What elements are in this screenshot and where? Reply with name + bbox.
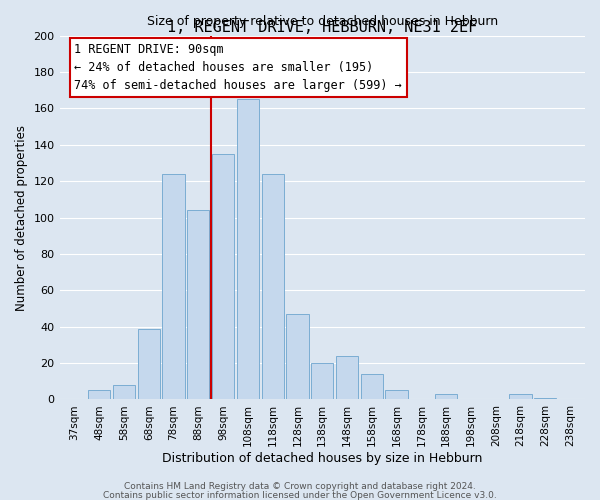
Bar: [212, 154, 234, 400]
Bar: [435, 394, 457, 400]
Bar: [509, 394, 532, 400]
Bar: [88, 390, 110, 400]
Bar: [534, 398, 556, 400]
Text: 1 REGENT DRIVE: 90sqm
← 24% of detached houses are smaller (195)
74% of semi-det: 1 REGENT DRIVE: 90sqm ← 24% of detached …: [74, 43, 402, 92]
X-axis label: Distribution of detached houses by size in Hebburn: Distribution of detached houses by size …: [162, 452, 482, 465]
Title: 1, REGENT DRIVE, HEBBURN, NE31 2EF: 1, REGENT DRIVE, HEBBURN, NE31 2EF: [167, 20, 478, 34]
Bar: [286, 314, 308, 400]
Bar: [163, 174, 185, 400]
Bar: [187, 210, 209, 400]
Bar: [336, 356, 358, 400]
Bar: [137, 328, 160, 400]
Y-axis label: Number of detached properties: Number of detached properties: [15, 124, 28, 310]
Bar: [237, 100, 259, 400]
Bar: [385, 390, 408, 400]
Text: Contains public sector information licensed under the Open Government Licence v3: Contains public sector information licen…: [103, 491, 497, 500]
Bar: [311, 363, 334, 400]
Text: Size of property relative to detached houses in Hebburn: Size of property relative to detached ho…: [147, 16, 498, 28]
Bar: [361, 374, 383, 400]
Bar: [113, 385, 135, 400]
Bar: [262, 174, 284, 400]
Text: Contains HM Land Registry data © Crown copyright and database right 2024.: Contains HM Land Registry data © Crown c…: [124, 482, 476, 491]
